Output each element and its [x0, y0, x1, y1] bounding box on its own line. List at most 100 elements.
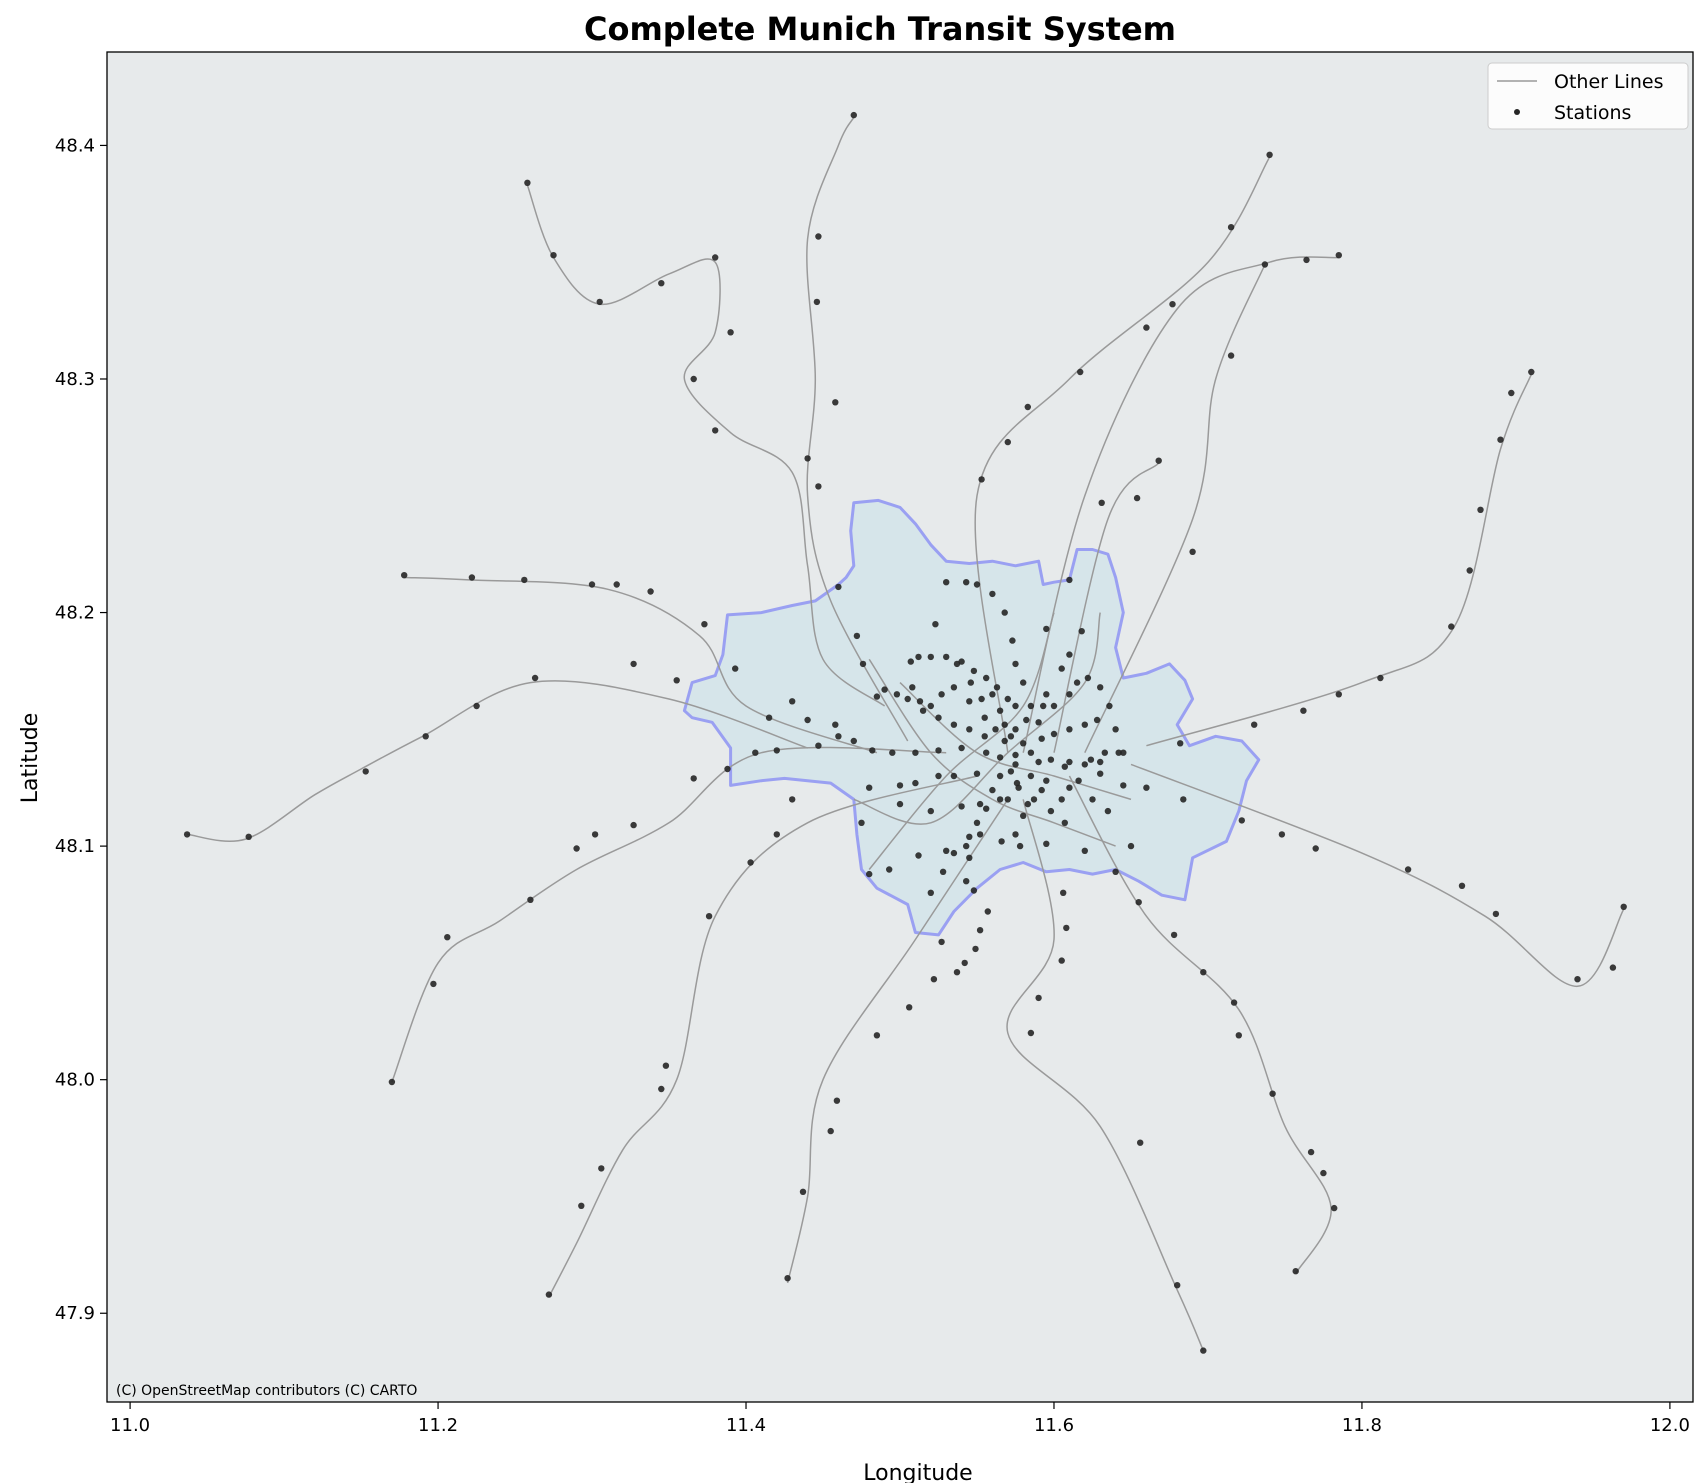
station-point [701, 621, 708, 628]
station-point [1081, 847, 1089, 854]
transit-line-16 [868, 658, 1116, 847]
station-point [1251, 721, 1258, 728]
station-point [658, 1085, 665, 1093]
station-point [784, 1275, 791, 1282]
station-point [573, 845, 580, 852]
station-point [1040, 702, 1047, 710]
station-point [859, 660, 867, 668]
transit-line-17 [899, 682, 1132, 801]
plot-frame [106, 51, 1694, 1403]
station-point [690, 375, 697, 383]
station-point [773, 747, 780, 754]
station-point [1508, 389, 1515, 397]
station-point [950, 849, 958, 857]
station-point [422, 733, 429, 740]
station-point [1377, 674, 1384, 682]
station-point [996, 754, 1004, 761]
station-point [1574, 976, 1581, 983]
station-point [1115, 749, 1122, 756]
station-point [662, 1062, 670, 1069]
station-point [866, 784, 873, 791]
station-point [1261, 261, 1269, 268]
station-point [1137, 1139, 1144, 1146]
station-point [1066, 576, 1073, 584]
station-point [1335, 252, 1343, 259]
station-point [596, 298, 603, 306]
station-point [1227, 352, 1235, 359]
station-point [1189, 548, 1196, 555]
station-point [1058, 796, 1065, 803]
station-point [815, 233, 822, 240]
station-point [981, 733, 988, 740]
station-point [873, 693, 881, 700]
station-point [1012, 660, 1019, 668]
station-point [613, 581, 620, 588]
station-point [835, 733, 842, 740]
station-point [827, 1127, 834, 1135]
station-point [1477, 506, 1484, 513]
station-point [1089, 796, 1096, 803]
station-point [966, 726, 973, 733]
station-point [992, 726, 999, 733]
station-point [1020, 812, 1027, 819]
station-point [893, 691, 901, 698]
station-point [983, 749, 990, 756]
station-point [804, 455, 811, 462]
station-point [1038, 786, 1045, 794]
station-point [916, 698, 924, 705]
station-point [789, 698, 796, 705]
transit-line-19 [868, 612, 1055, 870]
station-point [1177, 740, 1184, 747]
station-point [1155, 457, 1162, 464]
station-point [833, 1097, 841, 1104]
station-point [1024, 800, 1032, 808]
station-point [531, 674, 539, 682]
station-point [630, 660, 637, 668]
station-point [1097, 758, 1104, 766]
station-point [935, 747, 942, 754]
station-point [1135, 899, 1142, 906]
station-point [647, 588, 654, 595]
station-point [727, 329, 734, 336]
transit-line-12 [1006, 799, 1204, 1351]
transit-stations [183, 111, 1627, 1354]
station-point [1466, 567, 1473, 574]
station-point [1020, 740, 1027, 747]
station-point [1012, 726, 1019, 733]
station-point [1081, 761, 1089, 768]
station-point [1073, 679, 1081, 686]
station-point [1063, 924, 1070, 932]
station-point [966, 833, 973, 840]
station-point [1104, 807, 1112, 815]
station-point [1043, 625, 1050, 633]
station-point [1120, 782, 1127, 789]
station-point [1098, 499, 1105, 506]
station-point [1043, 691, 1050, 698]
station-point [1043, 840, 1050, 847]
station-point [183, 831, 191, 838]
station-point [1078, 628, 1085, 635]
station-point [430, 980, 437, 988]
station-point [858, 819, 865, 826]
station-point [1093, 716, 1101, 724]
x-tick-label: 11.6 [1034, 1415, 1074, 1436]
station-point [943, 653, 950, 661]
station-point [773, 831, 780, 838]
station-point [1101, 749, 1109, 756]
station-point [930, 976, 938, 983]
station-point [815, 742, 822, 749]
station-point [591, 831, 599, 838]
station-point [832, 399, 839, 406]
station-point [1004, 438, 1011, 446]
station-point [1035, 994, 1042, 1002]
station-point [1058, 665, 1065, 672]
station-point [1269, 1090, 1276, 1097]
station-point [550, 252, 557, 259]
station-point [976, 927, 984, 934]
station-point [444, 934, 451, 941]
station-point [1020, 679, 1027, 686]
station-point [799, 1188, 807, 1196]
station-point [1007, 768, 1015, 775]
legend-box [1487, 62, 1689, 130]
station-point [967, 679, 974, 686]
